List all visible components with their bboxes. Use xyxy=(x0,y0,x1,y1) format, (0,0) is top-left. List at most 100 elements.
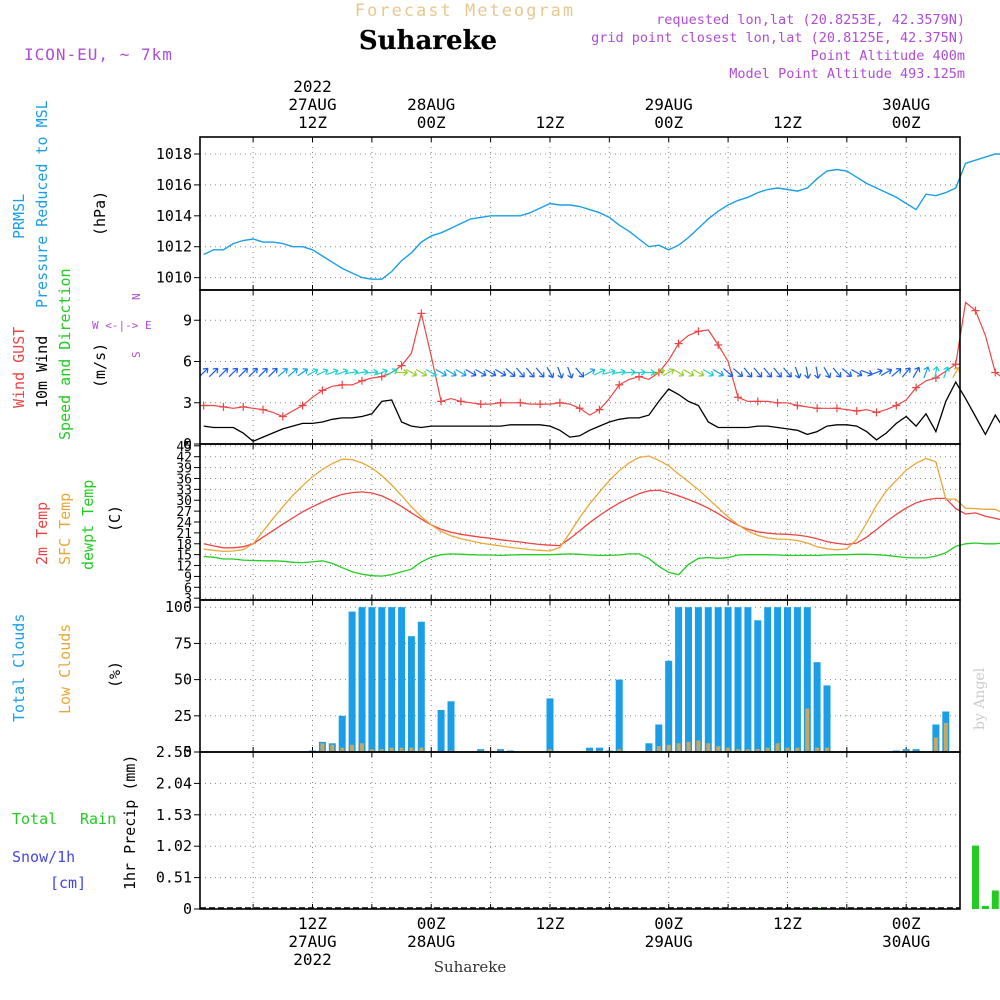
total-cloud-bar xyxy=(675,607,683,752)
clouds-unit-label: (%) xyxy=(106,661,124,688)
precip-snow-label: Snow/1h xyxy=(12,848,75,866)
total-cloud-bar xyxy=(704,607,712,752)
wind-arrow xyxy=(277,368,288,377)
total-cloud-bar xyxy=(734,607,742,752)
wind-arrow xyxy=(326,368,339,376)
dewpt-label: dewpt Temp xyxy=(79,480,97,570)
product-title: Forecast Meteogram xyxy=(355,1,575,21)
wind-dir-label: Speed and Direction xyxy=(56,268,74,440)
y-tick-label: 39 xyxy=(176,462,192,477)
y-tick-label: 30 xyxy=(176,494,192,509)
panel-frame xyxy=(199,751,961,910)
wind-arrow xyxy=(743,367,753,378)
wind-arrow xyxy=(316,368,329,376)
total-cloud-bar xyxy=(368,607,376,752)
t2m-line xyxy=(203,489,1000,549)
precip-bar xyxy=(972,845,979,909)
precip-unit-label: 1hr Precip (mm) xyxy=(121,755,139,890)
wind-arrow xyxy=(218,367,229,378)
wind-arrow xyxy=(238,367,249,378)
gust-marker xyxy=(852,407,861,415)
low-cloud-bar xyxy=(706,743,711,752)
wind-arrow xyxy=(268,367,278,378)
low-cloud-bar xyxy=(399,747,404,752)
gust-marker xyxy=(793,401,802,410)
total-cloud-bar xyxy=(774,607,782,752)
wind-arrow xyxy=(386,368,398,377)
wind-arrow xyxy=(860,369,873,377)
requested-coords: requested lon,lat (20.8253E, 42.3579N) xyxy=(656,12,965,28)
y-tick-label: 6 xyxy=(184,581,192,596)
sfc-temp-line xyxy=(203,455,1000,553)
y-tick-label: 18 xyxy=(176,538,192,553)
wind-arrow xyxy=(557,366,564,379)
wind-arrow xyxy=(952,366,960,378)
total-cloud-bar xyxy=(358,607,366,752)
low-cloud-bar xyxy=(825,747,829,752)
panel-frame xyxy=(199,136,961,291)
y-tick-label: 9 xyxy=(184,570,192,585)
y-tick-label: 0.51 xyxy=(156,869,192,887)
total-cloud-bar xyxy=(764,607,772,752)
time-label-bottom: 00Z xyxy=(417,914,446,933)
low-cloud-bar xyxy=(943,723,948,752)
prmsl-desc-label: Pressure Reduced to MSL xyxy=(33,100,51,308)
y-tick-label: 2.04 xyxy=(156,774,192,792)
total-cloud-bar xyxy=(793,607,801,752)
gust-marker xyxy=(397,361,406,370)
low-cloud-bar xyxy=(696,740,701,752)
wind-arrow xyxy=(832,367,842,378)
wind-arrow xyxy=(823,367,832,379)
total-cloud-bar xyxy=(417,621,425,752)
panel-precip xyxy=(194,751,960,910)
y-tick-label: 21 xyxy=(176,527,192,542)
time-label-bottom: 00Z xyxy=(892,914,921,933)
dewpt-line xyxy=(203,542,1000,577)
y-tick-label: 42 xyxy=(176,451,192,466)
gust-marker xyxy=(536,400,545,409)
wind-arrow xyxy=(336,368,349,376)
y-tick-label: 1018 xyxy=(156,145,192,163)
wind-arrow xyxy=(405,368,418,377)
model-altitude: Model Point Altitude 493.125m xyxy=(729,66,965,82)
time-label-top: 28AUG xyxy=(407,95,455,114)
total-cloud-bar xyxy=(912,749,920,752)
low-cloud-bar xyxy=(340,747,345,752)
wind-arrow xyxy=(652,368,665,376)
wind-arrow xyxy=(702,368,715,377)
wind-arrow xyxy=(307,368,319,377)
total-cloud-bar xyxy=(338,715,346,752)
wind-arrow xyxy=(435,368,447,377)
temp-unit-label: (C) xyxy=(106,505,124,532)
wind-arrow xyxy=(425,368,437,377)
low-cloud-bar xyxy=(666,744,671,752)
low-cloud-bar xyxy=(656,746,661,752)
gust-marker xyxy=(278,412,287,421)
y-tick-label: 1010 xyxy=(156,269,192,287)
total-cloud-bar xyxy=(437,710,445,752)
time-label-bottom: 2022 xyxy=(293,950,332,969)
compass-icon: N W <-|-> E S xyxy=(92,293,152,358)
wind-line xyxy=(203,380,1000,443)
y-tick-label: 45 xyxy=(176,440,192,455)
grid-point-coords: grid point closest lon,lat (20.8125E, 42… xyxy=(591,30,965,46)
wind-arrow xyxy=(346,368,359,376)
gust-marker xyxy=(575,404,584,413)
wind-arrow xyxy=(465,368,477,377)
low-cloud-bar xyxy=(726,747,731,752)
wind-arrow xyxy=(495,368,507,377)
gust-marker xyxy=(892,401,901,410)
time-label-top: 00Z xyxy=(892,113,921,132)
gust-marker xyxy=(635,372,644,381)
total-cloud-bar xyxy=(685,607,692,752)
total-cloud-bar xyxy=(694,607,702,752)
low-cloud-bar xyxy=(617,749,622,752)
wind-arrow xyxy=(673,368,685,377)
wind-arrow xyxy=(891,368,902,377)
total-cloud-bar xyxy=(813,662,821,752)
compass-north: N xyxy=(130,293,143,300)
wind-arrow xyxy=(932,366,940,379)
wind-arrow xyxy=(783,367,792,378)
gust-marker xyxy=(912,383,921,392)
